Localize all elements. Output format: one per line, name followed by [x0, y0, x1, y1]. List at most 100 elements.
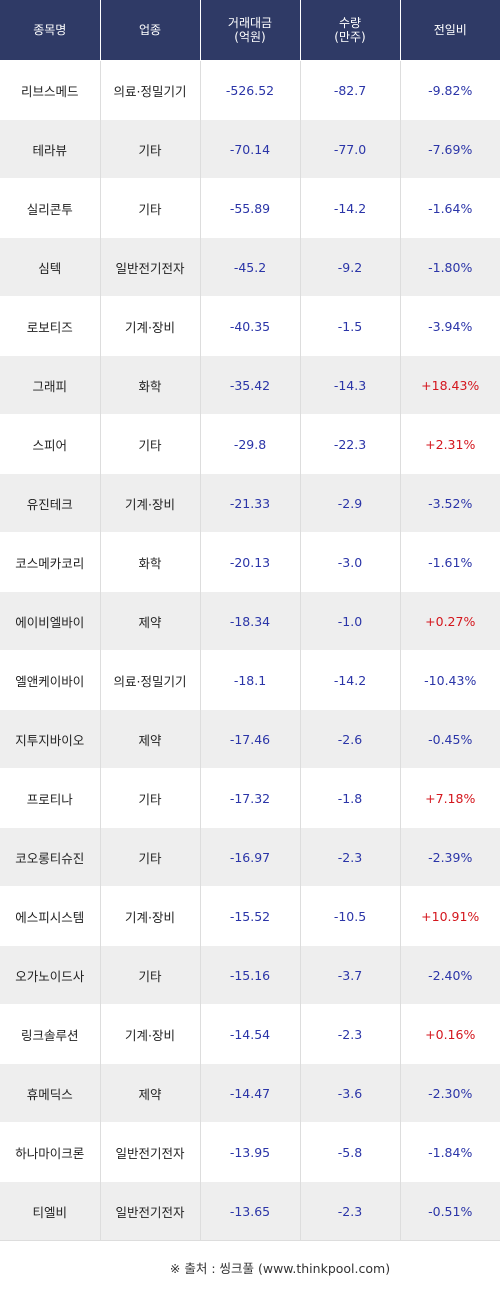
table-row: 프로티나 기타 -17.32 -1.8 +7.18%	[0, 768, 500, 828]
trade-amount: -55.89	[199, 178, 300, 238]
stock-sector: 기계·장비	[99, 886, 200, 946]
trade-volume: -77.0	[299, 119, 400, 179]
trade-volume: -10.5	[299, 886, 400, 946]
stock-name: 휴메딕스	[0, 1063, 100, 1123]
price-change: +0.16%	[399, 1004, 500, 1064]
header-sector: 업종	[99, 0, 200, 61]
trade-amount: -17.32	[199, 768, 300, 828]
stock-sector: 제약	[99, 709, 200, 769]
table-row: 휴메딕스 제약 -14.47 -3.6 -2.30%	[0, 1063, 500, 1123]
price-change: -2.39%	[399, 827, 500, 887]
stock-name: 프로티나	[0, 768, 100, 828]
stock-sector: 기계·장비	[99, 1004, 200, 1064]
price-change: -1.61%	[399, 532, 500, 592]
header-volume: 수량 (만주)	[299, 0, 400, 61]
price-change: -0.45%	[399, 709, 500, 769]
table-row: 코오롱티슈진 기타 -16.97 -2.3 -2.39%	[0, 827, 500, 887]
table-row: 에스피시스템 기계·장비 -15.52 -10.5 +10.91%	[0, 886, 500, 946]
table-row: 유진테크 기계·장비 -21.33 -2.9 -3.52%	[0, 473, 500, 533]
table-row: 엘앤케이바이 의료·정밀기기 -18.1 -14.2 -10.43%	[0, 650, 500, 710]
table-row: 코스메카코리 화학 -20.13 -3.0 -1.61%	[0, 532, 500, 592]
trade-volume: -82.7	[299, 60, 400, 120]
trade-volume: -2.3	[299, 1181, 400, 1241]
stock-name: 지투지바이오	[0, 709, 100, 769]
stock-name: 에스피시스템	[0, 886, 100, 946]
price-change: -7.69%	[399, 119, 500, 179]
stock-sector: 의료·정밀기기	[99, 60, 200, 120]
stock-name: 티엘비	[0, 1181, 100, 1241]
stock-name: 코스메카코리	[0, 532, 100, 592]
trade-volume: -3.7	[299, 945, 400, 1005]
stock-sector: 제약	[99, 591, 200, 651]
trade-amount: -13.95	[199, 1122, 300, 1182]
trade-volume: -2.6	[299, 709, 400, 769]
stock-name: 유진테크	[0, 473, 100, 533]
stock-sector: 기타	[99, 414, 200, 474]
price-change: -1.64%	[399, 178, 500, 238]
price-change: -2.30%	[399, 1063, 500, 1123]
table-row: 오가노이드사 기타 -15.16 -3.7 -2.40%	[0, 945, 500, 1005]
stock-name: 오가노이드사	[0, 945, 100, 1005]
table-row: 지투지바이오 제약 -17.46 -2.6 -0.45%	[0, 709, 500, 769]
table-row: 로보티즈 기계·장비 -40.35 -1.5 -3.94%	[0, 296, 500, 356]
table-row: 하나마이크론 일반전기전자 -13.95 -5.8 -1.84%	[0, 1122, 500, 1182]
price-change: +7.18%	[399, 768, 500, 828]
stock-name: 스피어	[0, 414, 100, 474]
stock-name: 테라뷰	[0, 119, 100, 179]
header-name: 종목명	[0, 0, 100, 61]
table-row: 실리콘투 기타 -55.89 -14.2 -1.64%	[0, 178, 500, 238]
trade-amount: -13.65	[199, 1181, 300, 1241]
trade-volume: -3.0	[299, 532, 400, 592]
stock-sector: 기타	[99, 768, 200, 828]
table-row: 테라뷰 기타 -70.14 -77.0 -7.69%	[0, 119, 500, 179]
header-change: 전일비	[399, 0, 500, 61]
stock-sector: 제약	[99, 1063, 200, 1123]
stock-sector: 일반전기전자	[99, 1122, 200, 1182]
stock-sector: 화학	[99, 532, 200, 592]
trade-volume: -5.8	[299, 1122, 400, 1182]
price-change: -1.84%	[399, 1122, 500, 1182]
trade-amount: -526.52	[199, 60, 300, 120]
price-change: -2.40%	[399, 945, 500, 1005]
table-row: 그래피 화학 -35.42 -14.3 +18.43%	[0, 355, 500, 415]
stock-sector: 화학	[99, 355, 200, 415]
trade-volume: -22.3	[299, 414, 400, 474]
trade-amount: -35.42	[199, 355, 300, 415]
stock-sector: 기타	[99, 827, 200, 887]
stock-name: 로보티즈	[0, 296, 100, 356]
stock-name: 엘앤케이바이	[0, 650, 100, 710]
trade-amount: -21.33	[199, 473, 300, 533]
trade-amount: -29.8	[199, 414, 300, 474]
stock-name: 리브스메드	[0, 60, 100, 120]
header-amount: 거래대금 (억원)	[199, 0, 300, 61]
trade-amount: -70.14	[199, 119, 300, 179]
price-change: -0.51%	[399, 1181, 500, 1241]
stock-sector: 일반전기전자	[99, 237, 200, 297]
trade-amount: -14.54	[199, 1004, 300, 1064]
trade-volume: -2.9	[299, 473, 400, 533]
table-row: 에이비엘바이 제약 -18.34 -1.0 +0.27%	[0, 591, 500, 651]
stock-sector: 기계·장비	[99, 296, 200, 356]
trade-amount: -45.2	[199, 237, 300, 297]
stock-name: 링크솔루션	[0, 1004, 100, 1064]
table-row: 티엘비 일반전기전자 -13.65 -2.3 -0.51%	[0, 1181, 500, 1241]
stock-name: 그래피	[0, 355, 100, 415]
trade-volume: -1.0	[299, 591, 400, 651]
trade-volume: -14.3	[299, 355, 400, 415]
price-change: -9.82%	[399, 60, 500, 120]
trade-volume: -14.2	[299, 178, 400, 238]
stock-name: 코오롱티슈진	[0, 827, 100, 887]
price-change: -3.52%	[399, 473, 500, 533]
trade-amount: -40.35	[199, 296, 300, 356]
stock-table: 종목명 업종 거래대금 (억원) 수량 (만주) 전일비 리브스메드 의료·정밀기기 -…	[0, 0, 500, 1241]
stock-sector: 의료·정밀기기	[99, 650, 200, 710]
trade-volume: -2.3	[299, 1004, 400, 1064]
stock-sector: 기타	[99, 945, 200, 1005]
price-change: -10.43%	[399, 650, 500, 710]
table-row: 스피어 기타 -29.8 -22.3 +2.31%	[0, 414, 500, 474]
price-change: -3.94%	[399, 296, 500, 356]
table-body: 리브스메드 의료·정밀기기 -526.52 -82.7 -9.82% 테라뷰 기타 -70.1…	[0, 60, 500, 1241]
stock-sector: 일반전기전자	[99, 1181, 200, 1241]
trade-amount: -17.46	[199, 709, 300, 769]
